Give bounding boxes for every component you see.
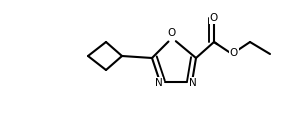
Text: O: O [168, 28, 176, 38]
Text: O: O [210, 13, 218, 23]
Text: N: N [155, 78, 163, 88]
Text: O: O [230, 48, 238, 58]
Text: N: N [189, 78, 197, 88]
